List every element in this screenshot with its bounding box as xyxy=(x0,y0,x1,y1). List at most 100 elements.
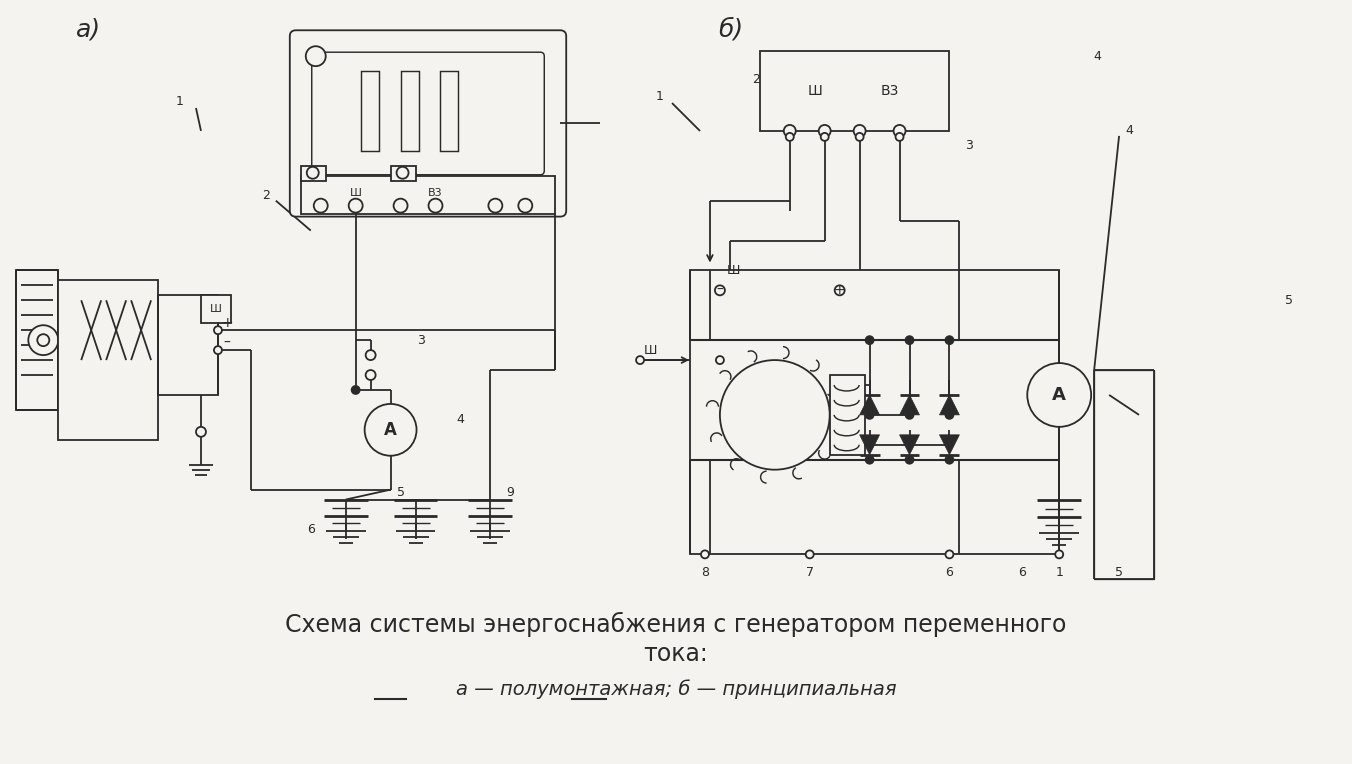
Circle shape xyxy=(895,133,903,141)
Circle shape xyxy=(1028,363,1091,427)
Circle shape xyxy=(717,356,723,364)
Circle shape xyxy=(821,133,829,141)
Bar xyxy=(830,375,865,455)
Text: 2: 2 xyxy=(752,73,760,86)
Circle shape xyxy=(856,133,864,141)
Bar xyxy=(441,71,458,151)
Text: 3: 3 xyxy=(416,334,425,347)
Text: –: – xyxy=(223,336,230,350)
Circle shape xyxy=(635,356,644,364)
Circle shape xyxy=(945,336,953,344)
Bar xyxy=(690,270,1059,555)
Text: В3: В3 xyxy=(429,188,443,198)
Circle shape xyxy=(865,456,873,464)
Circle shape xyxy=(307,167,319,179)
Text: 9: 9 xyxy=(507,486,514,499)
Text: 8: 8 xyxy=(700,566,708,579)
Circle shape xyxy=(806,550,814,558)
Circle shape xyxy=(834,285,845,296)
Text: 7: 7 xyxy=(806,566,814,579)
Bar xyxy=(300,176,556,214)
Circle shape xyxy=(365,350,376,360)
Text: а — полумонтажная; б — принципиальная: а — полумонтажная; б — принципиальная xyxy=(456,679,896,699)
Text: 5: 5 xyxy=(1284,294,1293,307)
Text: 1: 1 xyxy=(656,89,664,102)
Text: Ш: Ш xyxy=(807,84,822,98)
Circle shape xyxy=(700,550,708,558)
Bar xyxy=(201,296,231,323)
Circle shape xyxy=(488,199,503,212)
Circle shape xyxy=(945,411,953,419)
Circle shape xyxy=(786,133,794,141)
Circle shape xyxy=(1055,550,1063,558)
Polygon shape xyxy=(940,395,960,415)
Circle shape xyxy=(853,125,865,137)
Text: Ш: Ш xyxy=(644,344,657,357)
Polygon shape xyxy=(940,435,960,455)
Circle shape xyxy=(214,326,222,334)
Text: Ш: Ш xyxy=(727,264,741,277)
Circle shape xyxy=(396,167,408,179)
Circle shape xyxy=(306,47,326,66)
Text: 6: 6 xyxy=(1018,566,1026,579)
Circle shape xyxy=(945,456,953,464)
Circle shape xyxy=(906,336,914,344)
Text: A: A xyxy=(384,421,397,439)
Bar xyxy=(361,71,379,151)
Text: 1: 1 xyxy=(176,95,184,108)
Circle shape xyxy=(518,199,533,212)
Polygon shape xyxy=(899,395,919,415)
Text: –: – xyxy=(717,283,723,297)
Polygon shape xyxy=(860,435,880,455)
Bar xyxy=(58,280,158,440)
Circle shape xyxy=(906,411,914,419)
Text: В3: В3 xyxy=(880,84,899,98)
Text: 6: 6 xyxy=(307,523,315,536)
Circle shape xyxy=(314,199,327,212)
Bar xyxy=(1094,370,1155,579)
Text: 4: 4 xyxy=(1094,50,1101,63)
Bar xyxy=(16,270,58,410)
Text: Схема системы энергоснабжения с генератором переменного: Схема системы энергоснабжения с генерато… xyxy=(285,611,1067,636)
Circle shape xyxy=(349,199,362,212)
Text: 5: 5 xyxy=(396,486,404,499)
Circle shape xyxy=(784,125,796,137)
Circle shape xyxy=(365,404,416,456)
Text: 4: 4 xyxy=(1125,125,1133,138)
Circle shape xyxy=(365,370,376,380)
Text: Ш: Ш xyxy=(210,304,222,314)
Polygon shape xyxy=(860,395,880,415)
Polygon shape xyxy=(899,435,919,455)
Text: Ш: Ш xyxy=(350,188,361,198)
Text: тока:: тока: xyxy=(644,642,708,666)
Circle shape xyxy=(819,125,830,137)
Text: б): б) xyxy=(718,18,744,41)
Text: +: + xyxy=(834,283,845,297)
Text: 3: 3 xyxy=(965,139,973,152)
Bar xyxy=(300,166,326,181)
Circle shape xyxy=(38,334,49,346)
Text: +: + xyxy=(222,316,233,330)
Circle shape xyxy=(894,125,906,137)
Text: 2: 2 xyxy=(262,189,270,202)
Text: A: A xyxy=(1052,386,1067,404)
Circle shape xyxy=(28,325,58,355)
Circle shape xyxy=(715,285,725,296)
FancyBboxPatch shape xyxy=(289,31,566,217)
Text: 4: 4 xyxy=(457,413,464,426)
FancyBboxPatch shape xyxy=(312,52,545,175)
Circle shape xyxy=(393,199,407,212)
Bar xyxy=(158,296,218,395)
Circle shape xyxy=(719,360,830,470)
Text: 1: 1 xyxy=(1056,566,1063,579)
Bar xyxy=(760,51,949,131)
Circle shape xyxy=(429,199,442,212)
Bar xyxy=(400,71,419,151)
Circle shape xyxy=(945,550,953,558)
Circle shape xyxy=(906,456,914,464)
Bar xyxy=(391,166,415,181)
Circle shape xyxy=(214,346,222,354)
Circle shape xyxy=(865,411,873,419)
Circle shape xyxy=(352,386,360,394)
Circle shape xyxy=(865,336,873,344)
